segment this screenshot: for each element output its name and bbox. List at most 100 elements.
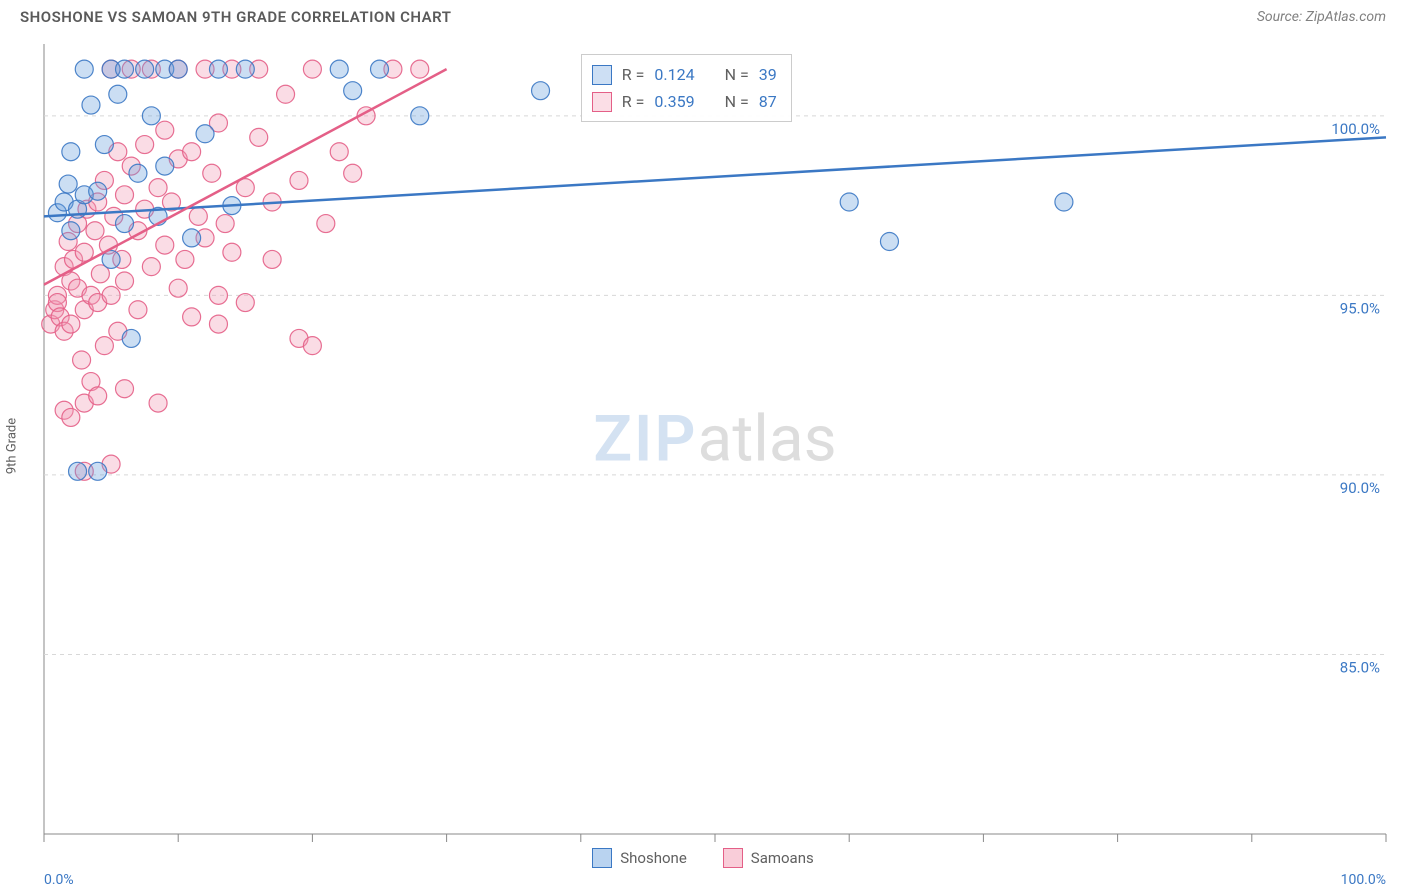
scatter-point	[116, 215, 134, 233]
x-axis-labels: 0.0% 100.0%	[44, 872, 1386, 888]
scatter-point	[303, 337, 321, 355]
scatter-point	[880, 233, 898, 251]
scatter-point	[59, 175, 77, 193]
scatter-point	[169, 60, 187, 78]
scatter-point	[116, 380, 134, 398]
scatter-point	[86, 222, 104, 240]
bottom-legend: Shoshone Samoans	[0, 848, 1406, 868]
x-axis-max-label: 100.0%	[1341, 872, 1386, 888]
scatter-point	[129, 164, 147, 182]
scatter-point	[73, 351, 91, 369]
scatter-point	[142, 258, 160, 276]
scatter-point	[330, 60, 348, 78]
y-gridline-label: 85.0%	[1340, 658, 1380, 676]
scatter-point	[183, 143, 201, 161]
y-axis-label: 9th Grade	[5, 418, 20, 474]
scatter-point	[75, 60, 93, 78]
legend-swatch	[592, 65, 612, 85]
legend-item: Samoans	[723, 848, 814, 868]
y-gridline-label: 90.0%	[1340, 479, 1380, 497]
scatter-point	[216, 215, 234, 233]
scatter-point	[1055, 193, 1073, 211]
scatter-point	[156, 157, 174, 175]
stat-n-value: 87	[759, 88, 777, 115]
scatter-point	[149, 394, 167, 412]
stats-row: R = 0.124 N = 39	[592, 61, 777, 88]
scatter-point	[250, 128, 268, 146]
x-axis-min-label: 0.0%	[44, 872, 74, 888]
scatter-point	[95, 136, 113, 154]
scatter-point	[303, 60, 321, 78]
scatter-point	[169, 279, 187, 297]
scatter-plot-svg: 85.0% 90.0% 95.0% 100.0%	[44, 44, 1386, 834]
scatter-point	[116, 60, 134, 78]
scatter-point	[209, 315, 227, 333]
legend-item: Shoshone	[592, 848, 687, 868]
stat-n-label: N =	[725, 61, 749, 88]
source-label: Source: ZipAtlas.com	[1257, 9, 1386, 25]
scatter-point	[95, 337, 113, 355]
scatter-point	[344, 82, 362, 100]
scatter-point	[330, 143, 348, 161]
scatter-point	[411, 107, 429, 125]
legend-label: Samoans	[751, 849, 814, 867]
scatter-point	[62, 315, 80, 333]
scatter-point	[277, 85, 295, 103]
legend-swatch	[723, 848, 743, 868]
scatter-point	[209, 60, 227, 78]
scatter-point	[203, 164, 221, 182]
stats-row: R = 0.359 N = 87	[592, 88, 777, 115]
scatter-point	[183, 308, 201, 326]
stat-r-value: 0.124	[654, 61, 694, 88]
scatter-point	[116, 272, 134, 290]
scatter-point	[136, 60, 154, 78]
scatter-point	[290, 171, 308, 189]
stat-n-label: N =	[725, 88, 749, 115]
scatter-point	[109, 85, 127, 103]
scatter-point	[317, 215, 335, 233]
scatter-point	[236, 60, 254, 78]
scatter-point	[209, 286, 227, 304]
scatter-point	[116, 186, 134, 204]
legend-swatch	[592, 848, 612, 868]
stats-legend-box: R = 0.124 N = 39 R = 0.359 N = 87	[581, 54, 792, 122]
scatter-point	[69, 462, 87, 480]
scatter-point	[62, 143, 80, 161]
scatter-point	[89, 182, 107, 200]
scatter-point	[89, 462, 107, 480]
legend-swatch	[592, 92, 612, 112]
y-gridline-label: 95.0%	[1340, 299, 1380, 317]
scatter-point	[371, 60, 389, 78]
scatter-point	[149, 179, 167, 197]
stat-r-label: R =	[622, 88, 645, 115]
chart-area: 85.0%90.0%95.0%100.0% ZIPatlas R =0.124N…	[44, 44, 1386, 834]
scatter-point	[223, 243, 241, 261]
scatter-point	[183, 229, 201, 247]
scatter-point	[263, 250, 281, 268]
scatter-point	[196, 125, 214, 143]
scatter-point	[82, 96, 100, 114]
chart-title: SHOSHONE VS SAMOAN 9TH GRADE CORRELATION…	[20, 8, 451, 26]
scatter-point	[189, 207, 207, 225]
scatter-point	[136, 136, 154, 154]
scatter-point	[142, 107, 160, 125]
header-bar: SHOSHONE VS SAMOAN 9TH GRADE CORRELATION…	[0, 0, 1406, 34]
stat-r-value: 0.359	[654, 88, 694, 115]
scatter-point	[532, 82, 550, 100]
scatter-point	[122, 329, 140, 347]
scatter-point	[176, 250, 194, 268]
scatter-point	[156, 121, 174, 139]
stat-n-value: 39	[759, 61, 777, 88]
scatter-point	[129, 301, 147, 319]
scatter-point	[62, 408, 80, 426]
scatter-point	[89, 387, 107, 405]
scatter-point	[62, 222, 80, 240]
y-gridline-label: 100.0%	[1331, 120, 1380, 138]
scatter-point	[840, 193, 858, 211]
scatter-point	[411, 60, 429, 78]
scatter-point	[102, 286, 120, 304]
scatter-point	[236, 294, 254, 312]
scatter-point	[344, 164, 362, 182]
scatter-point	[156, 236, 174, 254]
stat-r-label: R =	[622, 61, 645, 88]
